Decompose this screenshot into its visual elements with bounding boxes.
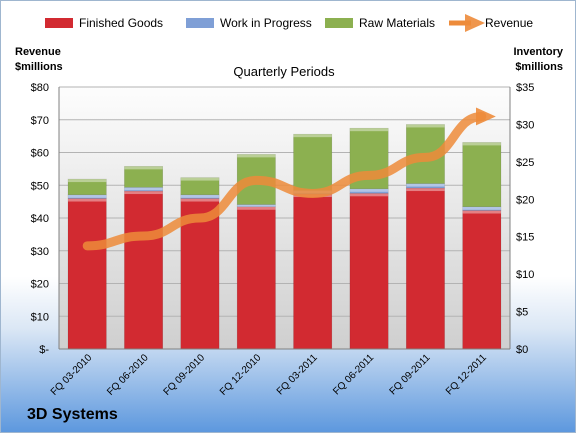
bar-raw-materials [293, 133, 333, 191]
right-tick-label: $15 [516, 232, 534, 244]
company-name: 3D Systems [27, 406, 118, 423]
x-tick-label: FQ 03-2010 [49, 352, 95, 398]
x-tick-label: FQ 12-2011 [444, 352, 489, 397]
bar-top-highlight [349, 193, 389, 197]
right-tick-label: $35 [516, 82, 534, 94]
left-tick-label: $30 [31, 246, 49, 258]
left-tick-label: $70 [31, 115, 49, 127]
bar-top-highlight [237, 154, 276, 158]
right-tick-label: $30 [516, 119, 534, 131]
bar-finished-goods [236, 206, 276, 350]
right-tick-label: $10 [516, 269, 534, 281]
bar-top-highlight [349, 128, 389, 132]
x-tick-label: FQ 06-2011 [331, 352, 376, 397]
bar-top-highlight [237, 204, 276, 207]
left-tick-label: $60 [31, 148, 49, 160]
left-tick-label: $40 [31, 213, 49, 225]
legend-swatch-finished-goods [45, 18, 73, 28]
bar-top-highlight [406, 124, 445, 128]
left-tick-label: $80 [31, 82, 49, 94]
legend-label-finished-goods: Finished Goods [79, 16, 163, 30]
bar-top-highlight [293, 134, 332, 138]
bar-top-highlight [462, 210, 501, 214]
chart-title: Quarterly Periods [233, 64, 335, 79]
bar-raw-materials [180, 177, 220, 196]
bar-finished-goods [124, 190, 163, 350]
revenue-line [82, 107, 496, 251]
bar-top-highlight [68, 198, 107, 202]
bar-finished-goods [67, 198, 107, 350]
right-tick-label: $20 [516, 194, 534, 206]
legend-label-work-in-progress: Work in Progress [220, 16, 312, 30]
bar-top-highlight [406, 183, 445, 187]
x-tick-label: FQ 09-2011 [388, 352, 433, 397]
bar-top-highlight [406, 188, 445, 192]
right-tick-label: $5 [516, 307, 528, 319]
legend: Finished Goods Work in Progress Raw Mate… [45, 14, 533, 32]
bar-top-highlight [124, 166, 163, 170]
bar-raw-materials [67, 178, 107, 196]
legend-label-raw-materials: Raw Materials [359, 16, 435, 30]
bar-top-highlight [68, 179, 107, 183]
bar-raw-materials [124, 166, 163, 188]
bar-series [67, 124, 502, 350]
bar-top-highlight [180, 194, 220, 198]
x-tick-label: FQ 09-2010 [162, 352, 208, 398]
right-tick-label: $25 [516, 157, 534, 169]
bar-finished-goods [293, 193, 333, 350]
bar-finished-goods [349, 193, 389, 350]
left-tick-label: $50 [31, 180, 49, 192]
bar-top-highlight [180, 177, 220, 181]
left-tick-label: $10 [31, 311, 49, 323]
x-tick-label: FQ 03-2011 [275, 352, 320, 397]
left-tick-label: $20 [31, 279, 49, 291]
bar-raw-materials [462, 142, 502, 208]
right-tick-label: $0 [516, 344, 528, 356]
legend-swatch-raw-materials [325, 18, 353, 28]
bar-finished-goods [406, 187, 445, 350]
legend-label-revenue: Revenue [485, 16, 533, 30]
legend-swatch-work-in-progress [186, 18, 214, 28]
bar-top-highlight [349, 188, 389, 192]
x-tick-label: FQ 12-2010 [218, 352, 264, 398]
bar-top-highlight [237, 206, 276, 210]
left-axis-label-line1: Revenue [15, 46, 61, 58]
bar-work-in-progress [124, 187, 163, 192]
bar-finished-goods [462, 210, 502, 350]
right-axis-label-line2: $millions [515, 61, 563, 73]
right-axis-label-line1: Inventory [513, 46, 563, 58]
bar-top-highlight [68, 194, 107, 198]
x-tick-label: FQ 06-2010 [105, 352, 151, 398]
bar-top-highlight [180, 198, 220, 202]
line-revenue [82, 107, 496, 251]
bar-top-highlight [462, 206, 501, 210]
bar-top-highlight [124, 187, 163, 191]
bar-top-highlight [124, 191, 163, 195]
left-tick-label: $- [39, 344, 49, 356]
left-axis-label-line2: $millions [15, 61, 63, 73]
bar-top-highlight [462, 142, 501, 146]
